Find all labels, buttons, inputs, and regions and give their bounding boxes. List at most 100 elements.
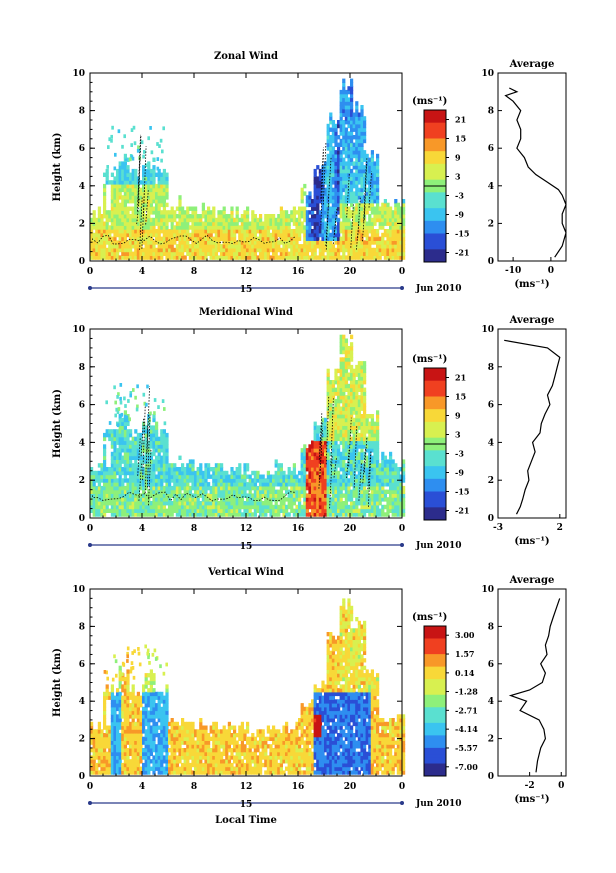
heatmap-cell: [162, 202, 166, 208]
heatmap-cell: [131, 463, 135, 468]
heatmap-cell: [183, 493, 187, 498]
heatmap-cell: [396, 485, 400, 491]
heatmap-cell: [117, 407, 121, 411]
heatmap-cell: [121, 512, 125, 517]
heatmap-cell: [352, 410, 356, 415]
heatmap-cell: [342, 161, 346, 166]
heatmap-cell: [113, 221, 117, 226]
heatmap-cell: [383, 474, 387, 479]
heatmap-cell: [123, 485, 127, 491]
heatmap-cell: [342, 444, 346, 449]
heatmap-cell: [240, 251, 244, 256]
heatmap-cell: [157, 448, 161, 453]
heatmap-cell: [290, 485, 294, 491]
heatmap-cell: [152, 451, 156, 457]
heatmap-cell: [162, 444, 166, 449]
heatmap-cell: [378, 470, 382, 476]
heatmap-cell: [331, 199, 335, 204]
heatmap-cell: [316, 176, 320, 181]
heatmap-cell: [339, 172, 343, 177]
heatmap-cell: [342, 467, 346, 472]
heatmap-cell: [253, 497, 257, 502]
heatmap-cell: [103, 183, 107, 189]
heatmap-cell: [217, 478, 221, 483]
heatmap-cell: [274, 217, 278, 223]
heatmap-cell: [360, 489, 364, 494]
heatmap-cell: [217, 482, 221, 487]
heatmap-cell: [207, 512, 211, 517]
heatmap-cell: [376, 161, 380, 166]
heatmap-cell: [360, 485, 364, 491]
heatmap-cell: [383, 459, 387, 464]
heatmap-cell: [170, 478, 174, 483]
heatmap-cell: [97, 214, 101, 219]
heatmap-cell: [155, 436, 159, 442]
heatmap-cell: [386, 247, 390, 253]
heatmap-cell: [191, 240, 195, 245]
heatmap-cell: [324, 448, 328, 453]
heatmap-cell: [313, 504, 317, 510]
colorbar-swatch: [424, 497, 446, 502]
heatmap-cell: [344, 225, 348, 230]
heatmap-cell: [152, 168, 156, 174]
heatmap-cell: [97, 501, 101, 506]
heatmap-cell: [370, 414, 374, 419]
heatmap-cell: [97, 244, 101, 249]
heatmap-cell: [162, 501, 166, 506]
heatmap-cell: [175, 482, 179, 487]
heatmap-cell: [220, 463, 224, 468]
heatmap-cell: [181, 508, 185, 513]
heatmap-cell: [173, 225, 177, 230]
heatmap-cell: [199, 255, 203, 260]
heatmap-cell: [282, 217, 286, 223]
heatmap-cell: [136, 440, 140, 445]
heatmap-cell: [363, 202, 367, 208]
heatmap-cell: [186, 240, 190, 245]
heatmap-cell: [149, 504, 153, 510]
heatmap-cell: [217, 214, 221, 219]
heatmap-cell: [152, 157, 156, 162]
heatmap-cell: [337, 421, 341, 426]
heatmap-cell: [199, 485, 203, 491]
heatmap-cell: [194, 493, 198, 498]
heatmap-cell: [126, 432, 130, 438]
heatmap-cell: [155, 444, 159, 449]
heatmap-cell: [162, 247, 166, 253]
heatmap-cell: [352, 142, 356, 147]
heatmap-cell: [175, 470, 179, 476]
colorbar-swatch: [424, 135, 446, 139]
heatmap-cell: [342, 395, 346, 400]
heatmap-cell: [134, 467, 138, 472]
heatmap-cell: [342, 387, 346, 392]
heatmap-cell: [199, 474, 203, 479]
heatmap-cell: [253, 229, 257, 234]
heatmap-cell: [108, 432, 112, 438]
heatmap-cell: [352, 176, 356, 181]
heatmap-cell: [313, 199, 317, 204]
heatmap-cell: [350, 474, 354, 479]
heatmap-cell: [350, 357, 354, 362]
heatmap-cell: [350, 195, 354, 200]
heatmap-cell: [324, 206, 328, 211]
heatmap-cell: [196, 474, 200, 479]
heatmap-cell: [160, 470, 164, 476]
heatmap-cell: [331, 417, 335, 423]
heatmap-cell: [188, 244, 192, 249]
heatmap-cell: [116, 244, 120, 249]
heatmap-cell: [222, 485, 226, 491]
heatmap-cell: [347, 251, 351, 256]
heatmap-cell: [373, 485, 377, 491]
heatmap-cell: [118, 448, 122, 453]
heatmap-cell: [324, 455, 328, 460]
heatmap-cell: [344, 432, 348, 438]
heatmap-cell: [128, 417, 131, 422]
heatmap-cell: [156, 166, 160, 171]
heatmap-cell: [126, 199, 130, 204]
heatmap-cell: [160, 225, 164, 230]
heatmap-cell: [196, 467, 200, 472]
heatmap-cell: [360, 120, 364, 125]
heatmap-cell: [264, 255, 268, 260]
heatmap-cell: [279, 206, 283, 211]
heatmap-cell: [243, 236, 247, 241]
heatmap-cell: [344, 168, 348, 174]
